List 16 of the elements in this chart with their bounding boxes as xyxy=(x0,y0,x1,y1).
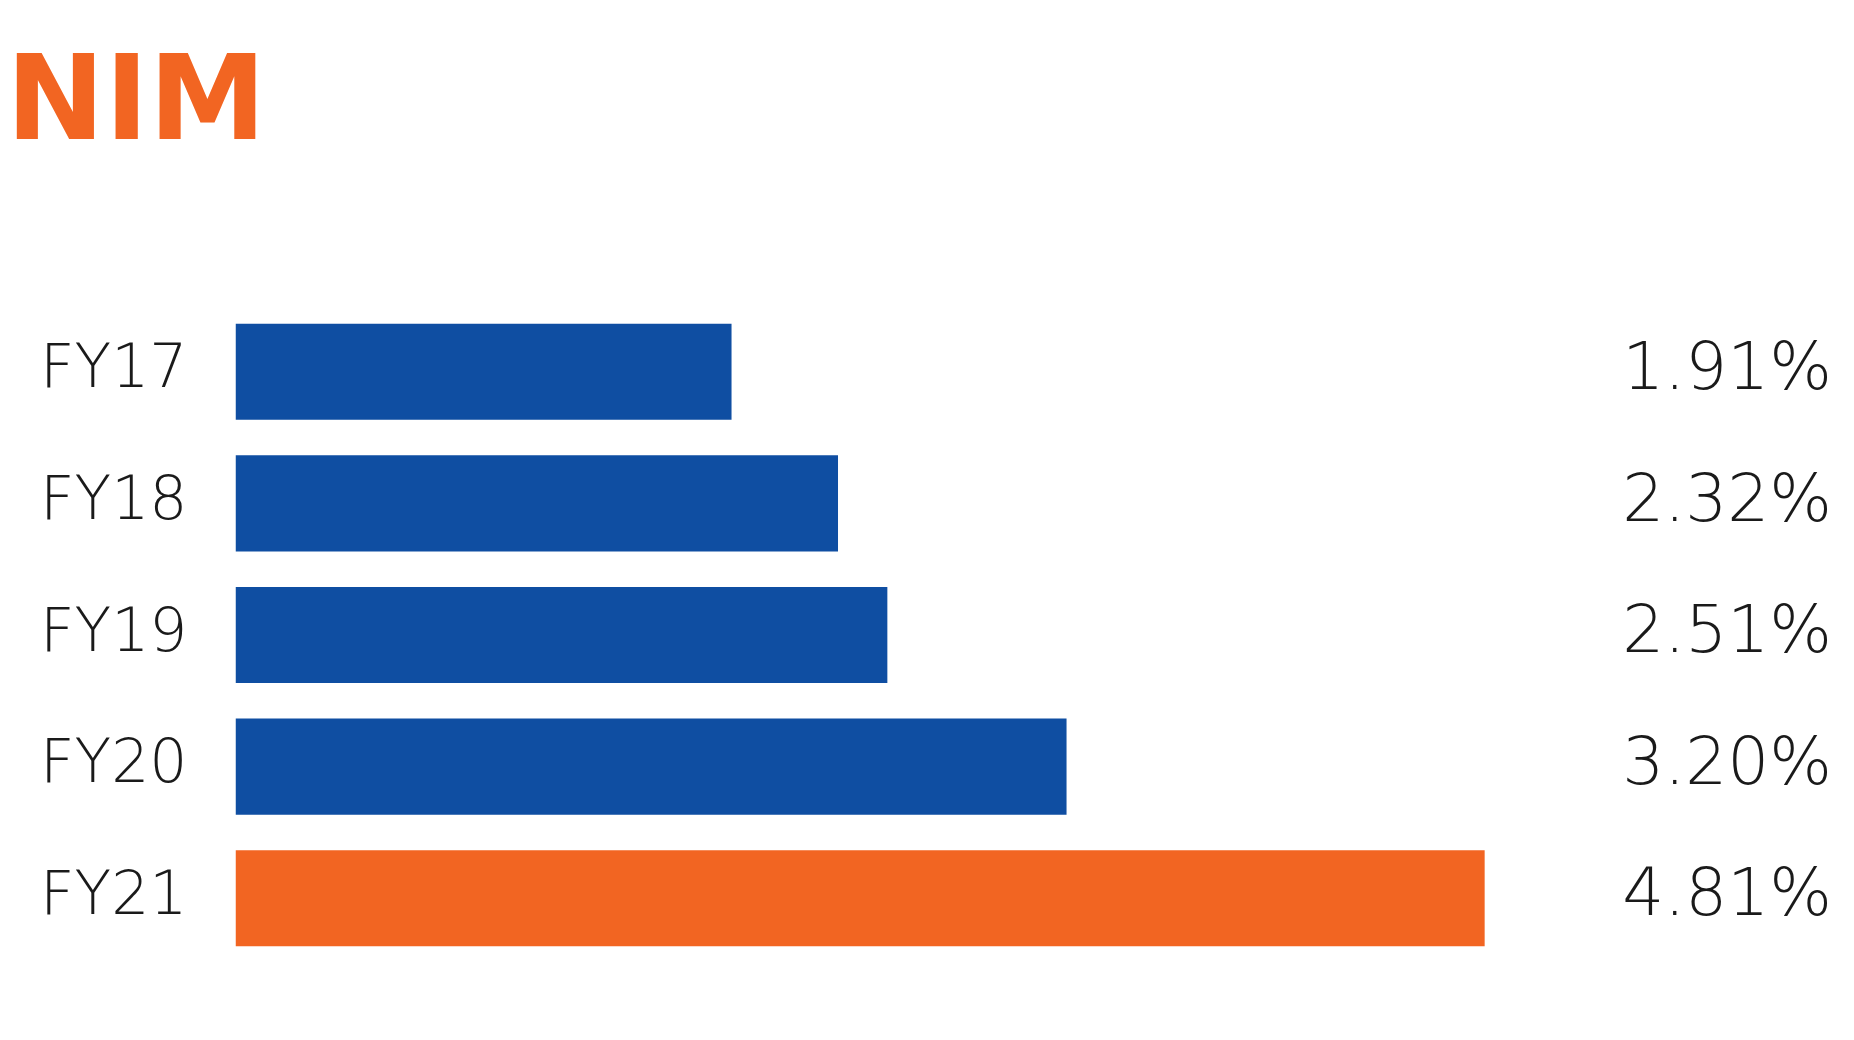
y-tick-label: FY21 xyxy=(39,857,188,928)
data-label: 2.51% xyxy=(1622,591,1832,669)
bar xyxy=(235,850,1485,947)
bar xyxy=(235,586,888,684)
bar xyxy=(235,455,839,552)
y-tick-label: FY18 xyxy=(39,462,188,533)
data-label: 1.91% xyxy=(1622,327,1832,405)
bar xyxy=(235,323,732,420)
y-tick-label: FY20 xyxy=(39,726,188,797)
chart-title: NIM xyxy=(6,28,267,169)
data-label: 2.32% xyxy=(1622,459,1832,537)
data-label: 3.20% xyxy=(1622,722,1832,800)
bar xyxy=(235,718,1067,815)
data-label: 4.81% xyxy=(1622,854,1832,932)
y-tick-label: FY17 xyxy=(39,331,188,402)
y-tick-label: FY19 xyxy=(39,594,188,665)
